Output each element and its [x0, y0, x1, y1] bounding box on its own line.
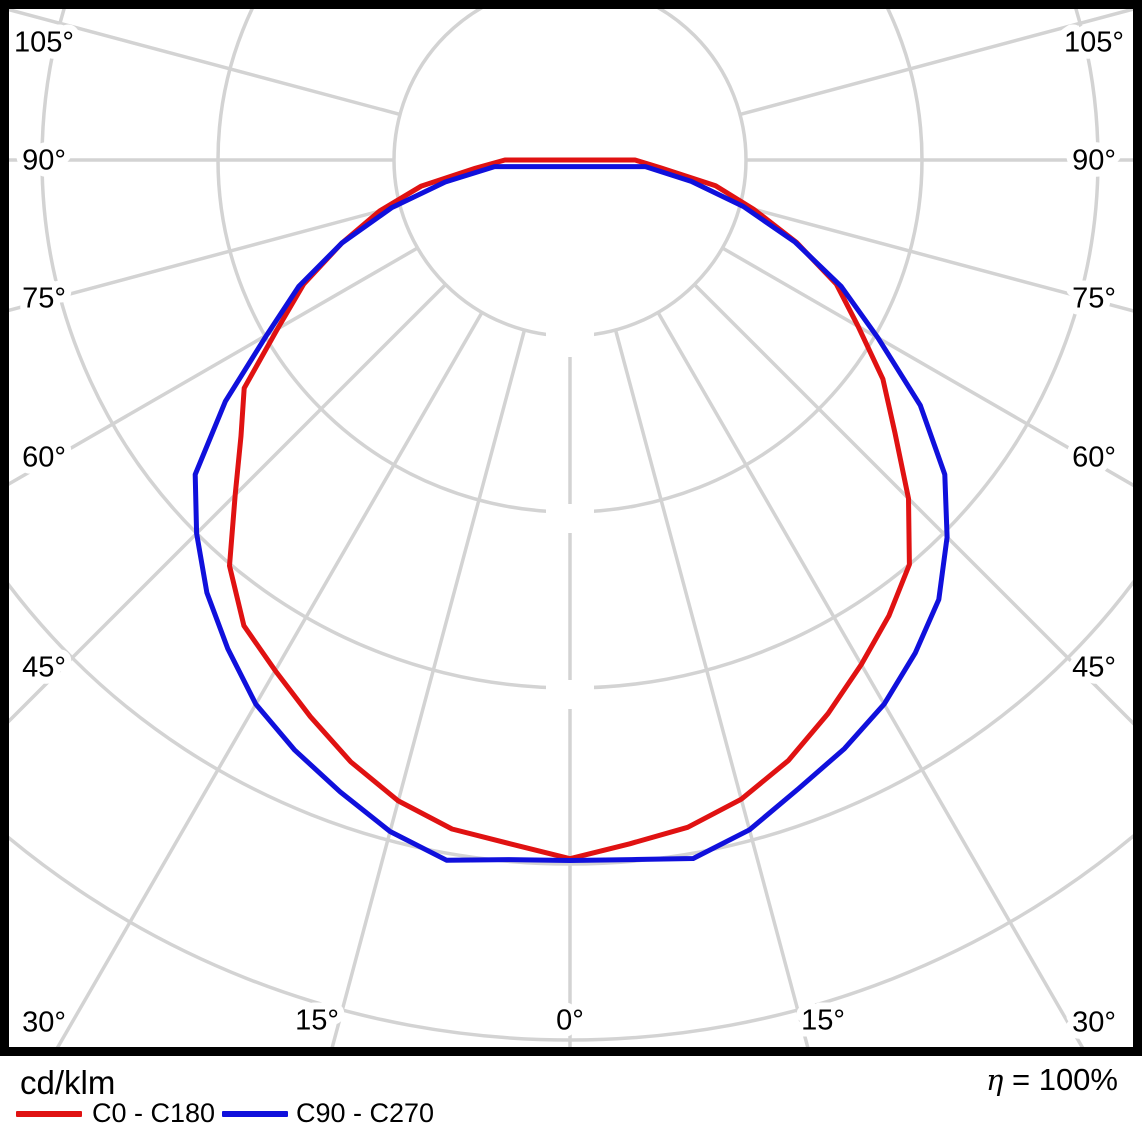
legend: C0 - C180 C90 - C270	[0, 1096, 700, 1132]
angle-labels: 105° 90° 75° 60° 45° 30° 105° 90° 75° 60° 45° 30° 15…	[7, 20, 1131, 1046]
radial-grid-line	[330, 329, 527, 1047]
eta-symbol: η	[985, 1063, 1004, 1097]
angle-label: 105°	[14, 27, 74, 59]
axis-value-gap	[546, 328, 594, 357]
angle-label: 75°	[22, 283, 66, 315]
legend-swatch-c0-c180	[16, 1111, 82, 1117]
legend-swatch-c90-c270	[222, 1111, 288, 1117]
radial-grid-line	[613, 329, 810, 1047]
radial-grid-line	[721, 246, 1133, 488]
angle-label: 30°	[1072, 1007, 1116, 1039]
radial-unit-label: cd/klm	[20, 1064, 116, 1101]
radial-grid-line	[9, 203, 401, 313]
legend-label-c90-c270: C90 - C270	[296, 1098, 435, 1128]
legend-label-c0-c180: C0 - C180	[92, 1098, 216, 1128]
angle-label: 105°	[1064, 27, 1124, 59]
angle-label: 0°	[556, 1005, 584, 1037]
radial-grid-line	[9, 9, 401, 117]
eta-value: = 100%	[1011, 1062, 1118, 1097]
plot-border	[0, 0, 1142, 1056]
polar-chart-svg: 105° 90° 75° 60° 45° 30° 105° 90° 75° 60° 45° 30° 15…	[0, 0, 1142, 1056]
angle-label: 90°	[1072, 145, 1116, 177]
radial-grid-line	[739, 203, 1133, 313]
radial-grid-line	[693, 283, 1133, 726]
radial-grid-line	[9, 283, 447, 724]
radial-grid-line	[9, 246, 419, 486]
angle-label: 60°	[1072, 442, 1116, 474]
curve-c0-c180	[227, 157, 912, 862]
radial-grid-line	[739, 9, 1133, 117]
angle-label: 45°	[1072, 652, 1116, 684]
angle-label: 30°	[22, 1007, 66, 1039]
curve-c90-c270	[192, 164, 950, 863]
axis-value-gap	[546, 504, 594, 533]
angle-label: 60°	[22, 442, 66, 474]
angle-label: 15°	[801, 1005, 845, 1037]
angle-label: 15°	[295, 1005, 339, 1037]
angle-label: 45°	[22, 652, 66, 684]
radial-grid-line	[656, 311, 1085, 1047]
efficiency-label: η = 100%	[986, 1062, 1118, 1098]
axis-value-gap	[546, 680, 594, 709]
angle-label: 75°	[1072, 283, 1116, 315]
angle-label: 90°	[22, 145, 66, 177]
polar-photometric-chart: 105° 90° 75° 60° 45° 30° 105° 90° 75° 60° 45° 30° 15…	[0, 0, 1142, 1056]
radial-grid-line	[55, 311, 484, 1047]
plot-area	[9, 9, 1133, 1047]
polar-grid	[9, 9, 1133, 1047]
